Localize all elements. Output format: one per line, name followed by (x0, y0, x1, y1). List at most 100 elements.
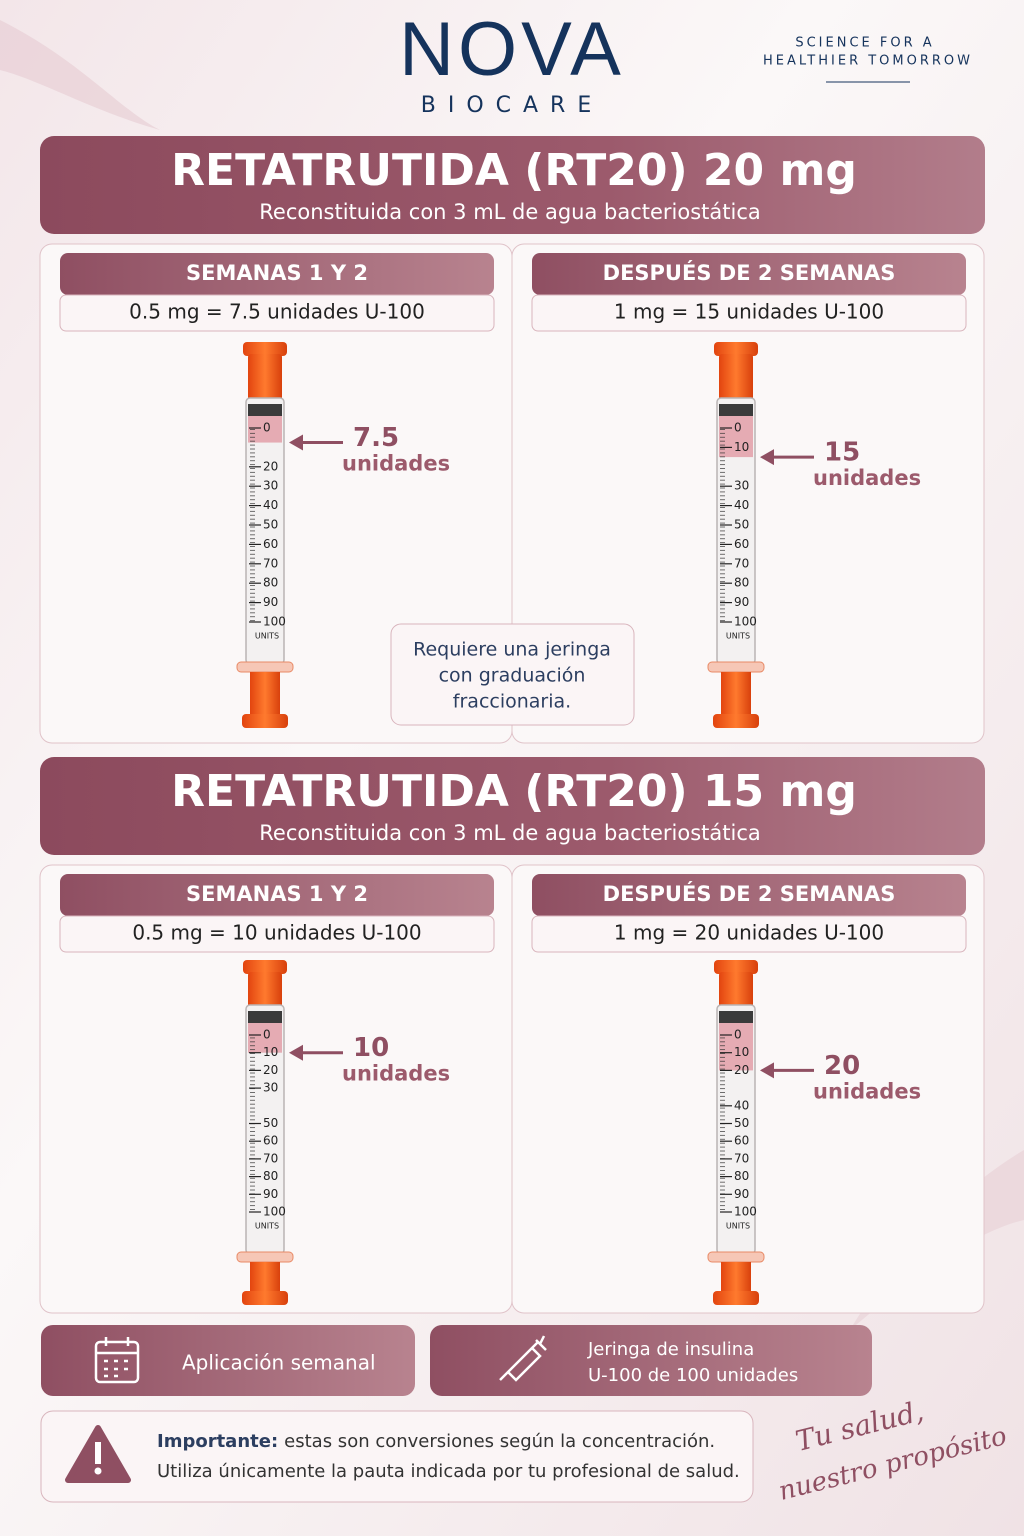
units-label: UNITS (255, 632, 279, 641)
scale-label: 60 (734, 537, 749, 551)
syringe-stopper (248, 1011, 282, 1023)
syringe-stopper (719, 404, 753, 416)
section-subtitle: Reconstituida con 3 mL de agua bacterios… (259, 821, 761, 845)
scale-label: 90 (734, 595, 749, 609)
section-subtitle: Reconstituida con 3 mL de agua bacterios… (259, 200, 761, 224)
feature-text: Jeringa de insulina (587, 1339, 754, 1360)
scale-label: 0 (734, 421, 742, 435)
panel-heading: DESPUÉS DE 2 SEMANAS (603, 881, 896, 906)
syringe-cap (243, 342, 287, 356)
syringe-cap (714, 342, 758, 356)
dose-unit: unidades (813, 466, 921, 490)
decor (0, 20, 160, 130)
note-line: con graduación (439, 665, 586, 687)
syringe-plunger (713, 1291, 759, 1305)
syringe-plunger (250, 672, 280, 716)
conversion-box (59, 294, 495, 332)
syringe-cap (714, 960, 758, 974)
brand: NOVA (399, 7, 625, 92)
syringe-cap (719, 972, 753, 1007)
syringe-plunger (713, 714, 759, 728)
scale-label: 10 (734, 440, 749, 454)
syringe-plunger (721, 1262, 751, 1293)
scale-label: 60 (263, 1134, 278, 1148)
scale-label: 90 (734, 1187, 749, 1201)
warning-icon (95, 1442, 101, 1464)
scale-label: 40 (734, 1098, 749, 1112)
calendar-icon (94, 1337, 140, 1384)
syringe-stopper (719, 1011, 753, 1023)
tagline: HEALTHIER TOMORROW (763, 54, 973, 69)
syringe-cap (243, 960, 287, 974)
panel-heading-box (60, 874, 494, 916)
syringe-plunger (242, 714, 288, 728)
important-line: estas son conversiones según la concentr… (284, 1431, 715, 1452)
panel-heading: DESPUÉS DE 2 SEMANAS (603, 260, 896, 285)
syringe-cap (248, 354, 282, 400)
scale-label: 10 (734, 1045, 749, 1059)
conversion: 1 mg = 15 unidades U-100 (614, 300, 884, 324)
conversion-box (531, 294, 967, 332)
panel-heading: SEMANAS 1 Y 2 (186, 882, 368, 906)
scale-label: 50 (734, 1116, 749, 1130)
feature-text: Aplicación semanal (182, 1351, 376, 1375)
panel-heading-box (532, 253, 966, 295)
scale-label: 80 (734, 1169, 749, 1183)
conversion: 0.5 mg = 7.5 unidades U-100 (129, 300, 425, 324)
panel-heading-box (60, 253, 494, 295)
feature-text: U-100 de 100 unidades (588, 1365, 798, 1386)
syringe-flange (236, 661, 294, 673)
conversion-box (531, 915, 967, 953)
scale-label: 20 (734, 1063, 749, 1077)
section-title: RETATRUTIDA (RT20) 20 mg (171, 145, 857, 196)
units-label: UNITS (255, 1222, 279, 1231)
scale-label: 80 (734, 576, 749, 590)
scale-label: 20 (263, 459, 278, 473)
syringe-plunger (242, 1291, 288, 1305)
conversion: 1 mg = 20 unidades U-100 (614, 921, 884, 945)
important-text: Importante: estas son conversiones según … (157, 1431, 715, 1452)
syringe-cap (719, 354, 753, 400)
scale-label: 100 (734, 1205, 757, 1219)
scale-label: 90 (263, 1187, 278, 1201)
important-line: Utiliza únicamente la pauta indicada por… (157, 1461, 740, 1482)
scale-label: 80 (263, 1169, 278, 1183)
dose-value: 20 (824, 1051, 860, 1081)
conversion-box (59, 915, 495, 953)
note-box (390, 623, 635, 726)
arrow-head (760, 449, 774, 466)
scale-label: 30 (734, 479, 749, 493)
scale-label: 80 (263, 576, 278, 590)
scale-label: 100 (734, 615, 757, 629)
dose-unit: unidades (813, 1079, 921, 1103)
scale-label: 60 (734, 1134, 749, 1148)
warning-icon (94, 1467, 102, 1475)
scale-label: 10 (263, 1045, 278, 1059)
section-title: RETATRUTIDA (RT20) 15 mg (171, 766, 857, 817)
scale-label: 20 (263, 1063, 278, 1077)
scale-label: 50 (734, 518, 749, 532)
scale-label: 70 (734, 1151, 749, 1165)
dose-unit: unidades (342, 1062, 450, 1086)
dose-value: 10 (353, 1033, 389, 1063)
syringe-cap (248, 972, 282, 1007)
scale-label: 90 (263, 595, 278, 609)
arrow-head (289, 434, 303, 451)
scale-label: 50 (263, 1116, 278, 1130)
title-banner (40, 757, 985, 855)
scale-label: 30 (263, 479, 278, 493)
title-banner (40, 136, 985, 234)
scale-label: 40 (263, 498, 278, 512)
dose-value: 15 (824, 438, 860, 468)
units-label: UNITS (726, 1222, 750, 1231)
scale-label: 100 (263, 615, 286, 629)
scale-label: 70 (263, 556, 278, 570)
syringe-flange (707, 1251, 765, 1263)
units-label: UNITS (726, 632, 750, 641)
dose-unit: unidades (342, 452, 450, 476)
panel-heading-box (532, 874, 966, 916)
dose-value: 7.5 (353, 423, 399, 453)
note-line: Requiere una jeringa (413, 639, 611, 661)
scale-label: 0 (734, 1028, 742, 1042)
